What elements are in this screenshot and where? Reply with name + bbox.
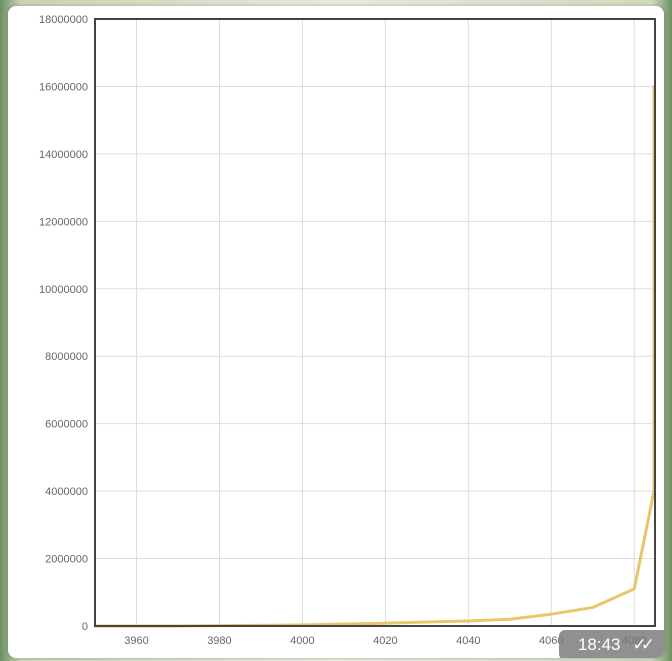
y-axis-ticks: 0 2000000 4000000 6000000 8000000 10000000 120… [39,14,88,633]
chart-card: 0 2000000 4000000 6000000 8000000 10000000 120… [8,6,664,658]
x-tick-label: 4000 [290,635,314,647]
timestamp-badge: 18:43 ✓✓ [559,630,664,658]
y-tick-label: 10000000 [39,284,88,296]
x-tick-label: 4040 [456,635,480,647]
y-tick-label: 8000000 [45,351,88,363]
x-tick-label: 4060 [539,635,563,647]
x-tick-label: 3980 [207,635,231,647]
y-tick-label: 16000000 [39,81,88,93]
timestamp: 18:43 [577,635,621,654]
grid [95,18,655,627]
y-tick-label: 0 [82,621,88,633]
y-tick-label: 14000000 [39,149,88,161]
y-tick-label: 2000000 [45,554,88,566]
x-tick-label: 4020 [373,635,397,647]
y-tick-label: 4000000 [45,486,88,498]
line-chart: 0 2000000 4000000 6000000 8000000 10000000 120… [39,14,656,647]
y-tick-label: 12000000 [39,216,88,228]
double-check-icon: ✓✓ [632,635,655,654]
y-tick-label: 6000000 [45,419,88,431]
x-tick-label: 3960 [124,635,148,647]
y-tick-label: 18000000 [39,14,88,26]
plot-frame [94,18,656,627]
